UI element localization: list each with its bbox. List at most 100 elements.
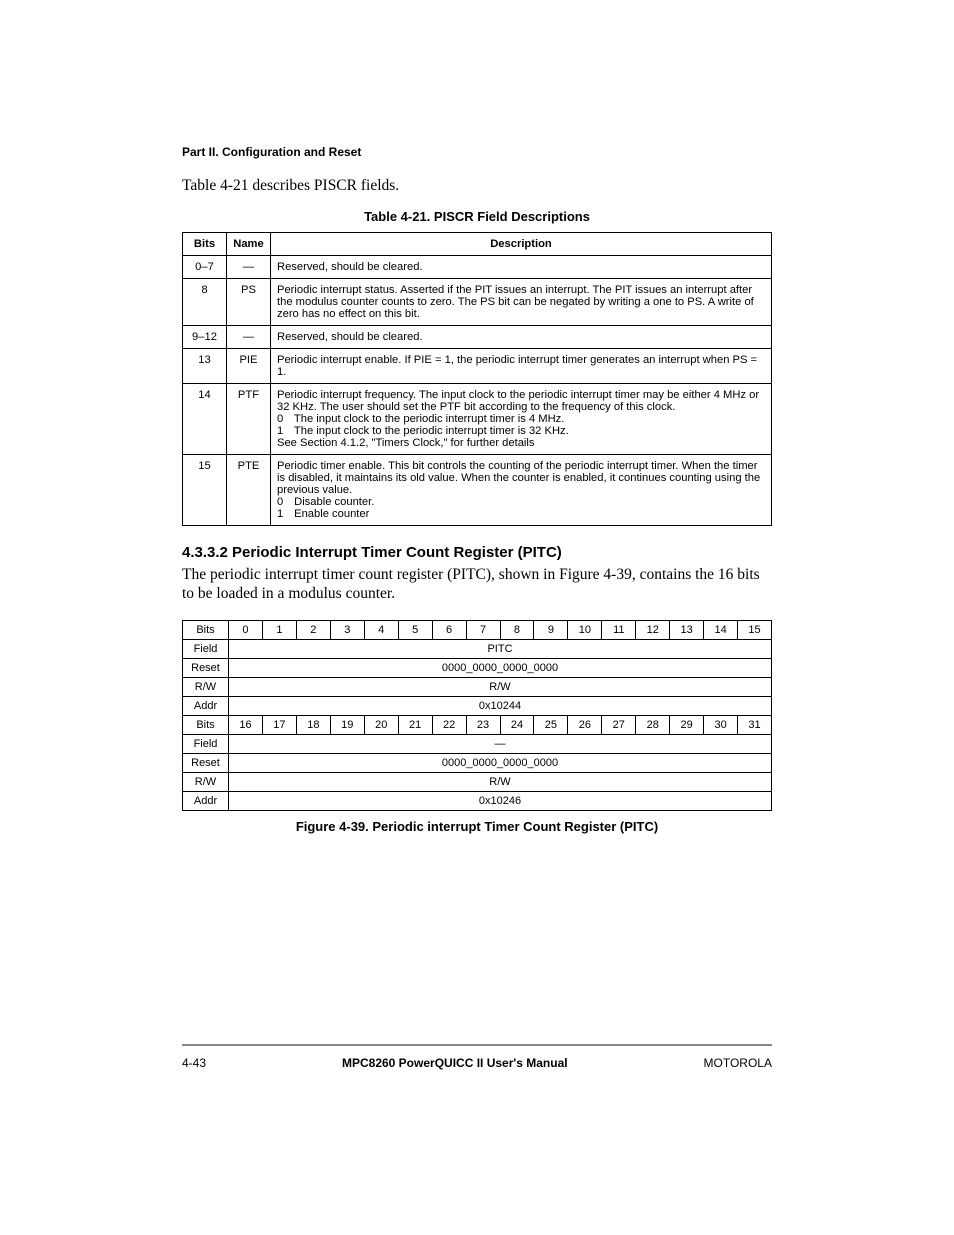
cell-bits: 0–7 [183, 256, 227, 279]
reg-bit-num: 13 [670, 620, 704, 639]
reg-reset-value: 0000_0000_0000_0000 [229, 753, 772, 772]
table-row: 9–12—Reserved, should be cleared. [183, 326, 772, 349]
reg-label: Bits [183, 620, 229, 639]
reg-bits-row: Bits0123456789101112131415 [183, 620, 772, 639]
footer-manual-title: MPC8260 PowerQUICC II User's Manual [342, 1056, 568, 1070]
reg-bit-num: 27 [602, 715, 636, 734]
figure-439-caption: Figure 4-39. Periodic interrupt Timer Co… [182, 819, 772, 834]
reg-label: Field [183, 734, 229, 753]
reg-rw-value: R/W [229, 772, 772, 791]
reg-bit-num: 6 [432, 620, 466, 639]
cell-name: PTE [227, 455, 271, 526]
cell-bits: 13 [183, 349, 227, 384]
table-row: 8PSPeriodic interrupt status. Asserted i… [183, 279, 772, 326]
reg-label: Field [183, 639, 229, 658]
cell-bits: 9–12 [183, 326, 227, 349]
part-title: Part II. Configuration and Reset [182, 145, 772, 159]
reg-addr-row: Addr0x10244 [183, 696, 772, 715]
reg-bit-num: 29 [670, 715, 704, 734]
col-name: Name [227, 233, 271, 256]
reg-bit-num: 15 [738, 620, 772, 639]
cell-name: PTF [227, 384, 271, 455]
page-footer: 4-43 MPC8260 PowerQUICC II User's Manual… [182, 1044, 772, 1070]
reg-addr-value: 0x10246 [229, 791, 772, 810]
reg-bit-num: 3 [330, 620, 364, 639]
reg-bit-num: 22 [432, 715, 466, 734]
reg-bit-num: 9 [534, 620, 568, 639]
reg-field-value: PITC [229, 639, 772, 658]
table-row: 0–7—Reserved, should be cleared. [183, 256, 772, 279]
cell-description: Reserved, should be cleared. [271, 256, 772, 279]
cell-name: — [227, 256, 271, 279]
reg-label: Reset [183, 658, 229, 677]
reg-bit-num: 14 [704, 620, 738, 639]
footer-brand: MOTOROLA [704, 1056, 772, 1070]
section-4332-heading: 4.3.3.2 Periodic Interrupt Timer Count R… [182, 544, 772, 561]
reg-bit-num: 17 [262, 715, 296, 734]
reg-bit-num: 11 [602, 620, 636, 639]
page: Part II. Configuration and Reset Table 4… [0, 0, 954, 1235]
table-421: Bits Name Description 0–7—Reserved, shou… [182, 232, 772, 526]
reg-bit-num: 1 [262, 620, 296, 639]
col-bits: Bits [183, 233, 227, 256]
reg-bit-num: 28 [636, 715, 670, 734]
reg-bit-num: 19 [330, 715, 364, 734]
cell-description: Periodic interrupt enable. If PIE = 1, t… [271, 349, 772, 384]
reg-bit-num: 0 [229, 620, 263, 639]
cell-name: PIE [227, 349, 271, 384]
cell-name: — [227, 326, 271, 349]
reg-rw-value: R/W [229, 677, 772, 696]
cell-description: Periodic interrupt frequency. The input … [271, 384, 772, 455]
cell-description: Periodic interrupt status. Asserted if t… [271, 279, 772, 326]
reg-bit-num: 18 [296, 715, 330, 734]
reg-bit-num: 31 [738, 715, 772, 734]
reg-bit-num: 20 [364, 715, 398, 734]
reg-bit-num: 12 [636, 620, 670, 639]
reg-bit-num: 10 [568, 620, 602, 639]
reg-bit-num: 4 [364, 620, 398, 639]
footer-page-number: 4-43 [182, 1056, 206, 1070]
reg-bit-num: 24 [500, 715, 534, 734]
reg-reset-value: 0000_0000_0000_0000 [229, 658, 772, 677]
cell-bits: 15 [183, 455, 227, 526]
table-header-row: Bits Name Description [183, 233, 772, 256]
reg-addr-value: 0x10244 [229, 696, 772, 715]
reg-rw-row: R/WR/W [183, 677, 772, 696]
reg-addr-row: Addr0x10246 [183, 791, 772, 810]
reg-bit-num: 26 [568, 715, 602, 734]
reg-label: Reset [183, 753, 229, 772]
reg-bit-num: 25 [534, 715, 568, 734]
reg-bit-num: 30 [704, 715, 738, 734]
reg-bit-num: 23 [466, 715, 500, 734]
reg-field-row: Field— [183, 734, 772, 753]
col-description: Description [271, 233, 772, 256]
pitc-register-table: Bits0123456789101112131415FieldPITCReset… [182, 620, 772, 811]
table-row: 14PTFPeriodic interrupt frequency. The i… [183, 384, 772, 455]
reg-bit-num: 5 [398, 620, 432, 639]
cell-description: Reserved, should be cleared. [271, 326, 772, 349]
reg-bit-num: 8 [500, 620, 534, 639]
reg-bit-num: 2 [296, 620, 330, 639]
reg-reset-row: Reset0000_0000_0000_0000 [183, 753, 772, 772]
table-row: 13PIEPeriodic interrupt enable. If PIE =… [183, 349, 772, 384]
reg-field-value: — [229, 734, 772, 753]
reg-reset-row: Reset0000_0000_0000_0000 [183, 658, 772, 677]
reg-label: Addr [183, 696, 229, 715]
reg-label: R/W [183, 772, 229, 791]
reg-bits-row: Bits16171819202122232425262728293031 [183, 715, 772, 734]
table-421-caption: Table 4-21. PISCR Field Descriptions [182, 209, 772, 224]
reg-bit-num: 7 [466, 620, 500, 639]
section-4332-body: The periodic interrupt timer count regis… [182, 565, 772, 604]
cell-description: Periodic timer enable. This bit controls… [271, 455, 772, 526]
reg-bit-num: 21 [398, 715, 432, 734]
footer-rule [182, 1044, 772, 1046]
table-row: 15PTEPeriodic timer enable. This bit con… [183, 455, 772, 526]
cell-name: PS [227, 279, 271, 326]
reg-label: Bits [183, 715, 229, 734]
cell-bits: 14 [183, 384, 227, 455]
reg-field-row: FieldPITC [183, 639, 772, 658]
reg-bit-num: 16 [229, 715, 263, 734]
reg-label: Addr [183, 791, 229, 810]
reg-label: R/W [183, 677, 229, 696]
reg-rw-row: R/WR/W [183, 772, 772, 791]
